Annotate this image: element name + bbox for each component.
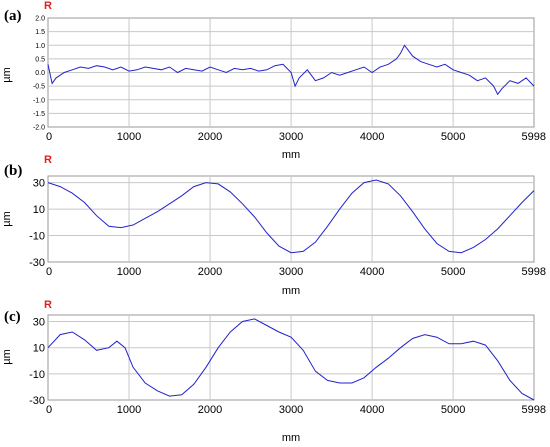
chart-panel-3: 0 1000 2000 3000 4000 5000 5998 30 10 -10 -30 (c) Rm…: [1, 299, 546, 444]
series-line-1: [47, 44, 535, 96]
y-tick-label: -30: [29, 395, 45, 407]
x-axis-title: mm: [282, 432, 300, 444]
x-tick-label: 5998: [522, 131, 546, 143]
y-tick-label: -10: [29, 231, 45, 243]
panel-label: (c): [4, 309, 21, 325]
x-axis-title: mm: [282, 149, 300, 161]
x-tick-label: 1000: [117, 266, 141, 278]
y-tick-label: 10: [33, 204, 45, 216]
x-tick-label: 3000: [279, 266, 303, 278]
x-tick-label: 0: [46, 131, 52, 143]
y-tick-label: 2.0: [35, 16, 45, 23]
x-tick-label: 4000: [360, 266, 384, 278]
series-line-1: [47, 179, 535, 254]
y-tick-label: -2.0: [33, 125, 45, 132]
x-tick-label: 5000: [441, 131, 465, 143]
chart-panel-2: 0 1000 2000 3000 4000 5000 5998 30 10 -10 -30 (b) Rm…: [1, 154, 546, 297]
y-axis-title: µm: [1, 211, 13, 227]
x-tick-label: 5000: [441, 404, 465, 416]
x-tick-label: 3000: [279, 404, 303, 416]
r-marker: R: [44, 154, 52, 166]
x-tick-label: 2000: [198, 266, 222, 278]
y-tick-label: -0.5: [33, 84, 45, 91]
x-axis-title: mm: [282, 285, 300, 297]
r-marker: R: [44, 0, 52, 12]
x-tick-label: 0: [46, 404, 52, 416]
r-marker: R: [44, 299, 52, 311]
x-tick-label: 5998: [522, 266, 546, 278]
y-tick-label: 30: [33, 317, 45, 329]
y-axis-title: µm: [1, 67, 13, 83]
x-tick-label: 2000: [198, 404, 222, 416]
series-line-1: [47, 318, 535, 401]
panel-label: (b): [4, 163, 22, 179]
x-tick-label: 4000: [360, 131, 384, 143]
y-tick-label: 1.0: [35, 43, 45, 50]
y-tick-label: 30: [33, 178, 45, 190]
panel-label: (a): [4, 8, 22, 24]
x-tick-label: 2000: [198, 131, 222, 143]
y-tick-label: -10: [29, 369, 45, 381]
y-tick-label: 1.5: [35, 29, 45, 36]
x-tick-label: 1000: [117, 404, 141, 416]
y-tick-label: -1.0: [33, 97, 45, 104]
x-tick-label: 5998: [522, 404, 546, 416]
x-tick-label: 4000: [360, 404, 384, 416]
x-tick-label: 3000: [279, 131, 303, 143]
y-tick-label: 0.5: [35, 56, 45, 63]
y-tick-label: -1.5: [33, 111, 45, 118]
y-tick-label: 0.0: [35, 70, 45, 77]
x-tick-label: 0: [46, 266, 52, 278]
chart-panel-1: 0 1000 2000 3000 4000 5000 5998 2.0 1.5 1.0 0.5 0.0…: [1, 0, 546, 161]
x-tick-label: 1000: [117, 131, 141, 143]
y-tick-label: 10: [33, 343, 45, 355]
y-axis-title: µm: [1, 349, 13, 365]
y-tick-label: -30: [29, 257, 45, 269]
x-tick-label: 5000: [441, 266, 465, 278]
